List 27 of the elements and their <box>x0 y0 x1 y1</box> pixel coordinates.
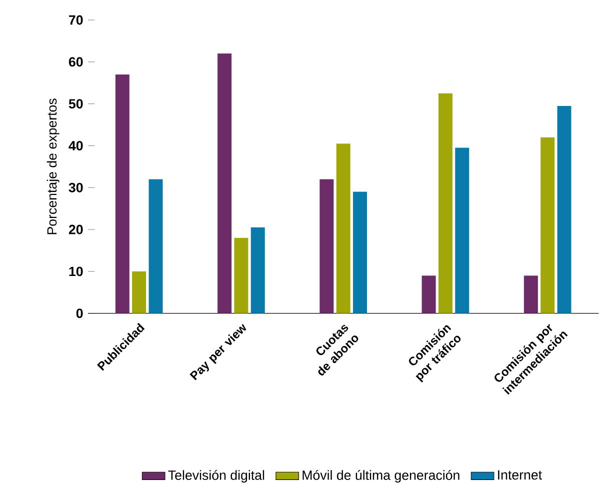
legend-label: Móvil de última generación <box>302 470 460 483</box>
bar <box>148 179 163 314</box>
bar <box>524 276 538 314</box>
bar <box>115 74 130 314</box>
bar <box>336 144 350 314</box>
bar <box>422 276 436 314</box>
y-tick-label: 40 <box>68 140 83 150</box>
bar <box>250 227 265 314</box>
y-axis-title: Porcentaje de expertos <box>46 98 60 234</box>
bar <box>557 106 572 314</box>
y-tick-label: 30 <box>68 182 83 192</box>
bar <box>455 148 470 314</box>
y-tick-label: 60 <box>68 57 83 67</box>
y-tick-label: 0 <box>76 308 83 318</box>
bar <box>540 137 555 314</box>
bar <box>320 179 334 314</box>
bar <box>234 238 248 314</box>
legend-label: Internet <box>498 470 542 480</box>
bar <box>218 54 232 314</box>
y-tick-label: 10 <box>69 266 83 276</box>
legend-label: Televisión digital <box>168 470 264 483</box>
y-tick-label: 50 <box>68 99 83 109</box>
bar <box>132 271 146 314</box>
bar <box>438 93 452 314</box>
y-tick-label: 70 <box>69 15 83 25</box>
bar <box>353 192 367 314</box>
y-tick-label: 20 <box>68 224 83 234</box>
